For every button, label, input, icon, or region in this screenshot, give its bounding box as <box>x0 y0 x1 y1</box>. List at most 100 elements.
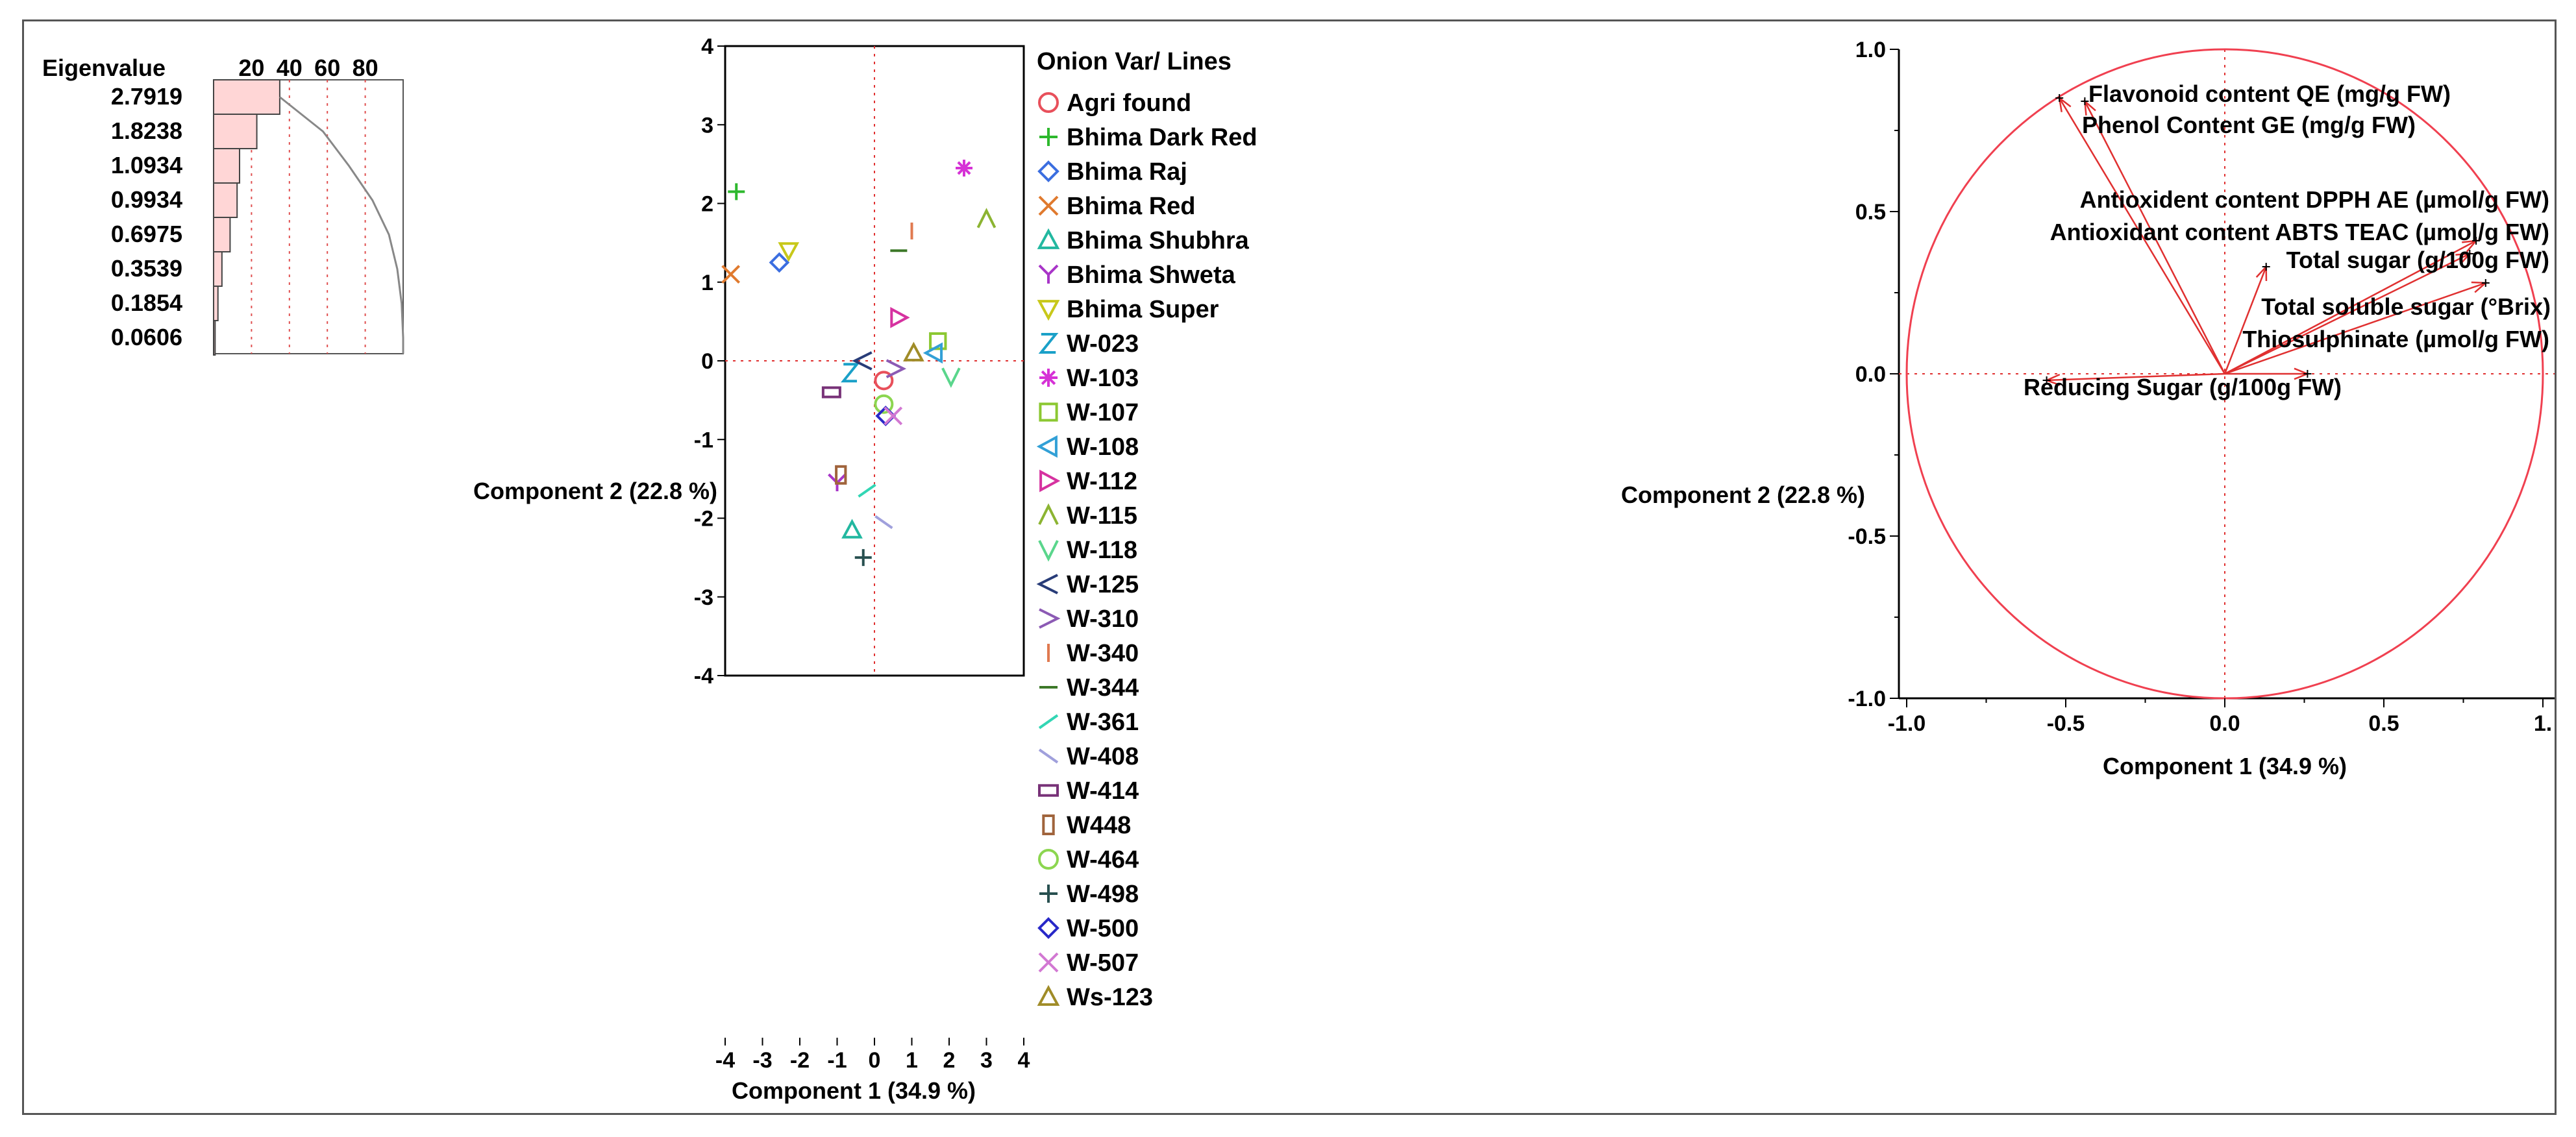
legend-item-label: W-118 <box>1067 537 1137 564</box>
legend-marker <box>1037 917 1059 939</box>
eigen-bar <box>213 182 238 218</box>
y-axis-title: Component 2 (22.8 %) <box>1621 482 1865 508</box>
eigen-bar <box>213 251 223 287</box>
point-w-498 <box>854 549 872 567</box>
percent-tick-label: 60 <box>314 55 340 81</box>
vector-endpoint <box>2081 97 2089 105</box>
legend-item-label: W-464 <box>1067 846 1139 874</box>
y-tick-label: 0.5 <box>1855 200 1886 225</box>
legend-item-label: Bhima Super <box>1067 296 1219 323</box>
legend-marker <box>1042 814 1055 835</box>
eigenvalue-label: 0.0606 <box>111 324 182 350</box>
point-w-408 <box>874 515 893 530</box>
legend-item-label: Agri found <box>1067 90 1191 117</box>
y-tick-label: 3 <box>701 113 713 138</box>
y-tick-label: 0 <box>701 349 713 374</box>
chart-frame: Eigenvalue 20 40 60 80 2.7919 1.8238 1.0934 0.99… <box>22 19 2557 1115</box>
point-w-107 <box>929 332 947 350</box>
x-tick-label: 0.5 <box>2368 711 2399 736</box>
vector-endpoint <box>2042 376 2051 384</box>
legend-marker <box>1038 503 1059 525</box>
legend-marker <box>1038 540 1059 562</box>
vector-endpoint <box>2481 279 2490 287</box>
legend-item-label: W-112 <box>1067 468 1137 495</box>
legend-item-label: W-498 <box>1067 881 1139 908</box>
y-tick-label: -0.5 <box>1848 524 1886 549</box>
legend-item-label: W-023 <box>1067 330 1139 358</box>
legend-item-label: W-310 <box>1067 605 1139 633</box>
legend-marker <box>1038 748 1059 764</box>
point-w-361 <box>858 483 876 498</box>
x-tick-label: 4 <box>1018 1048 1030 1073</box>
legend-item-label: W-500 <box>1067 915 1139 942</box>
point-w-507 <box>884 406 903 426</box>
vector-endpoint <box>2055 94 2064 102</box>
legend-item-label: W-107 <box>1067 399 1139 426</box>
y-tick-label: 0.0 <box>1855 362 1886 387</box>
score-plot: 4 -4 3 -3 2 -2 1 -1 0 0 -1 1 -2 2 -3 3 -4 4 Component 1 (3… <box>473 34 1030 1104</box>
legend-item-label: W-414 <box>1067 777 1139 805</box>
legend-marker <box>1038 952 1059 973</box>
legend-marker <box>1039 608 1061 629</box>
legend-item-label: Ws-123 <box>1067 984 1153 1011</box>
y-tick-label: -1 <box>694 428 713 452</box>
loading-plot: 1.0 0.5 0.0 -0.5 -1.0-1.0 -0.5 0.0 0.5 1. Compone… <box>1621 38 2555 779</box>
eigenvalue-panel: Eigenvalue 20 40 60 80 2.7919 1.8238 1.0934 0.99… <box>42 55 404 356</box>
eigenvalue-label: 0.6975 <box>111 221 182 247</box>
vector-endpoint <box>2303 370 2312 378</box>
legend-item-label: Bhima Raj <box>1067 158 1187 186</box>
legend-marker <box>1039 469 1061 493</box>
legend-marker <box>1039 369 1058 387</box>
eigen-bar <box>213 79 280 115</box>
point-w-125 <box>852 351 873 371</box>
legend-item-label: W-507 <box>1067 949 1139 977</box>
eigen-bar <box>213 148 241 184</box>
y-tick-label: -2 <box>694 507 713 532</box>
y-tick-label: -4 <box>694 664 713 689</box>
cumulative-curve <box>279 96 404 354</box>
vector-endpoint <box>2262 263 2270 271</box>
legend-marker <box>1039 402 1058 422</box>
point-bhima-super <box>778 242 800 262</box>
eigenvalue-header: Eigenvalue <box>42 55 166 81</box>
y-tick-label: 1 <box>701 271 713 295</box>
x-tick-label: 3 <box>980 1048 993 1073</box>
loading-vector <box>2224 282 2486 375</box>
vector-label: Total soluble sugar (°Brix) <box>2261 293 2551 320</box>
vector-label: Thiosulphinate (µmol/g FW) <box>2242 326 2549 352</box>
legend-item-label: Bhima Shweta <box>1067 262 1236 289</box>
x-tick-label: -3 <box>752 1048 772 1073</box>
eigenvalue-label: 0.3539 <box>111 255 182 282</box>
point-w-023 <box>841 363 860 383</box>
x-tick-label: 1. <box>2534 711 2552 736</box>
point-bhima-shubhra <box>841 519 863 539</box>
vector-label: Antioxidant content ABTS TEAC (µmol/g FW… <box>2050 219 2549 245</box>
x-tick-label: -1.0 <box>1888 711 1926 736</box>
eigenvalue-label: 0.1854 <box>111 289 182 316</box>
eigenvalue-label: 1.0934 <box>111 152 182 178</box>
y-tick-label: 4 <box>701 34 713 59</box>
pca-figure: Eigenvalue 20 40 60 802.79191.82381.09340.99… <box>42 34 2555 1104</box>
vector-label: Antioxident content DPPH AE (µmol/g FW) <box>2080 186 2549 213</box>
legend-marker <box>1039 128 1058 146</box>
eigenvalue-label: 0.9934 <box>111 186 182 213</box>
x-tick-label: -1 <box>827 1048 847 1073</box>
point-agri-found <box>874 371 894 391</box>
eigenvalue-label: 1.8238 <box>111 117 182 144</box>
loading-vector <box>2224 252 2470 375</box>
y-tick-label: -1.0 <box>1848 687 1886 711</box>
y-tick-label: -3 <box>694 585 713 610</box>
loading-vector <box>2084 101 2226 374</box>
point-w-108 <box>923 342 943 364</box>
point-w-414 <box>821 386 841 398</box>
legend-marker <box>1039 885 1058 903</box>
point-w-112 <box>890 306 910 328</box>
point-bhima-raj <box>769 252 790 273</box>
legend-marker <box>1038 333 1059 354</box>
vector-label: Total sugar (g/100g FW) <box>2286 247 2549 273</box>
point-w-118 <box>941 367 961 388</box>
point-w448 <box>835 465 847 485</box>
point-w-310 <box>886 359 907 378</box>
legend-item-label: Bhima Dark Red <box>1067 124 1257 151</box>
legend-item-label: W-361 <box>1067 709 1139 736</box>
